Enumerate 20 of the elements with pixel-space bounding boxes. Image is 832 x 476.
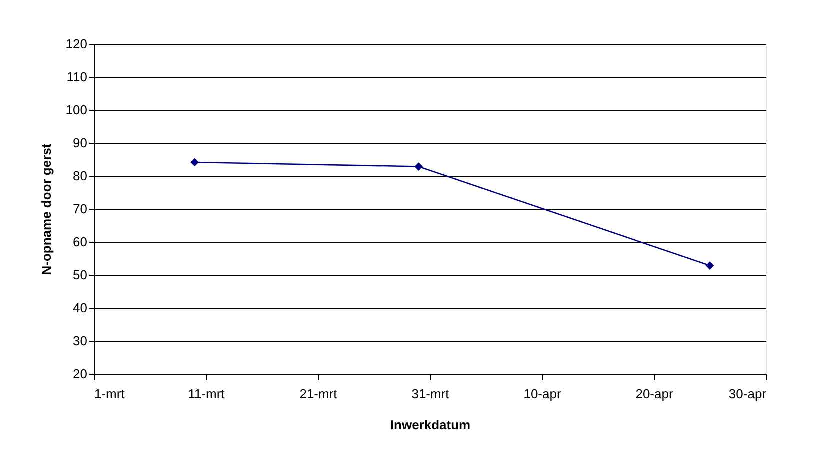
y-tick-label: 30: [73, 334, 88, 348]
y-tick-label: 70: [73, 202, 88, 216]
y-tick-label: 40: [73, 300, 88, 316]
x-axis-title: Inwerkdatum: [390, 418, 471, 432]
x-tick-label: 20-apr: [636, 386, 674, 402]
y-tick-label: 100: [66, 102, 88, 118]
y-tick-label: 90: [73, 136, 88, 150]
y-tick-label: 20: [73, 366, 88, 382]
y-tick-label: 80: [73, 168, 88, 184]
y-axis-title: N-opname door gerst: [38, 143, 54, 276]
y-tick-label: 60: [73, 234, 88, 250]
y-tick-label: 120: [66, 36, 88, 52]
x-tick-label: 30-apr: [728, 386, 768, 402]
x-tick-label: 11-mrt: [188, 386, 226, 402]
x-tick-label: 1-mrt: [94, 386, 126, 402]
x-tick-label: 10-apr: [524, 386, 562, 402]
y-tick-label: 110: [66, 70, 88, 84]
y-tick-label: 50: [73, 268, 88, 282]
x-tick-label: 31-mrt: [412, 386, 450, 402]
x-tick-label: 21-mrt: [300, 386, 338, 402]
